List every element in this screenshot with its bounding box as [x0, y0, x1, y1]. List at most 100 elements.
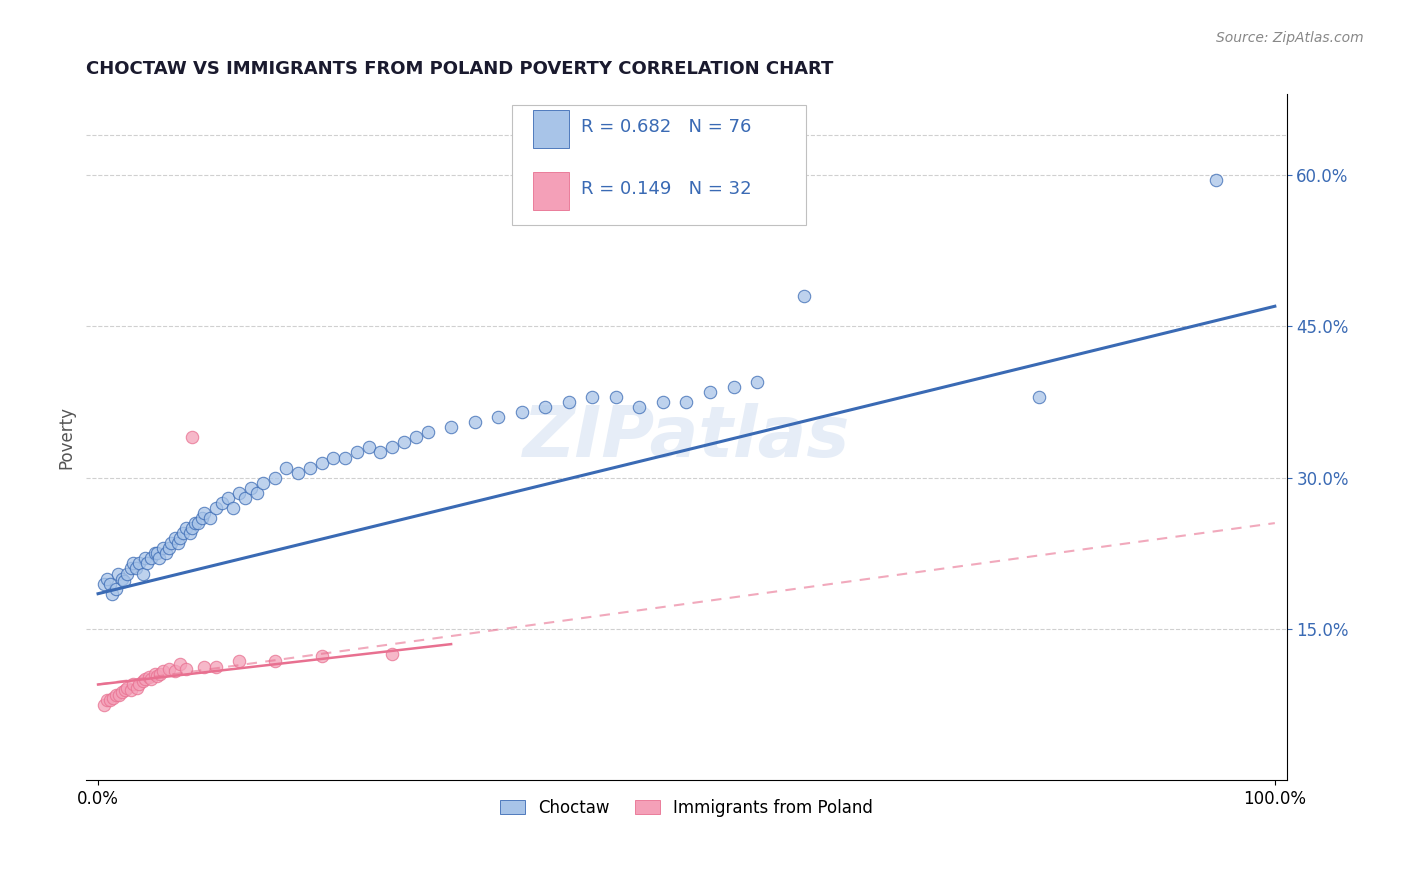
Point	[172, 526, 194, 541]
Point	[138, 670, 160, 684]
Point	[103, 690, 125, 705]
Y-axis label: Poverty: Poverty	[58, 406, 75, 469]
Point	[112, 574, 135, 588]
Point	[163, 531, 186, 545]
Point	[745, 375, 768, 389]
Point	[263, 654, 285, 668]
Point	[534, 400, 557, 414]
Point	[181, 430, 204, 444]
Point	[114, 682, 136, 697]
Point	[134, 673, 156, 687]
Point	[157, 662, 180, 676]
Legend: Choctaw, Immigrants from Poland: Choctaw, Immigrants from Poland	[494, 792, 880, 823]
Point	[287, 466, 309, 480]
Point	[405, 430, 427, 444]
Bar	[533, 172, 569, 210]
Point	[793, 289, 815, 303]
Point	[155, 546, 177, 560]
Point	[134, 551, 156, 566]
Point	[120, 682, 142, 697]
Point	[98, 692, 121, 706]
Point	[263, 471, 285, 485]
Point	[176, 521, 198, 535]
Point	[120, 561, 142, 575]
Point	[93, 576, 115, 591]
Point	[160, 536, 183, 550]
Point	[132, 566, 155, 581]
Point	[108, 688, 131, 702]
Point	[381, 647, 404, 661]
Point	[335, 450, 357, 465]
Point	[163, 665, 186, 679]
Point	[157, 541, 180, 556]
Point	[381, 441, 404, 455]
Point	[204, 660, 226, 674]
Text: R = 0.682   N = 76: R = 0.682 N = 76	[581, 119, 751, 136]
Point	[139, 673, 162, 687]
Point	[440, 420, 463, 434]
Point	[675, 395, 697, 409]
Point	[190, 511, 212, 525]
Point	[228, 486, 250, 500]
Point	[176, 662, 198, 676]
Point	[211, 496, 233, 510]
Point	[183, 516, 205, 530]
Point	[298, 460, 321, 475]
Point	[486, 410, 509, 425]
Point	[222, 500, 245, 515]
Point	[311, 649, 333, 664]
Point	[1205, 173, 1227, 187]
Point	[651, 395, 673, 409]
Point	[181, 521, 204, 535]
Point	[357, 441, 380, 455]
Bar	[533, 111, 569, 148]
Point	[101, 587, 124, 601]
Point	[117, 566, 139, 581]
Point	[311, 456, 333, 470]
Point	[132, 674, 155, 689]
Point	[96, 692, 118, 706]
Point	[370, 445, 392, 459]
Point	[179, 526, 201, 541]
Point	[1028, 390, 1050, 404]
Point	[146, 669, 169, 683]
Point	[169, 657, 191, 672]
Point	[240, 481, 263, 495]
Point	[416, 425, 439, 440]
Point	[276, 460, 298, 475]
Point	[148, 551, 170, 566]
FancyBboxPatch shape	[512, 104, 807, 225]
Point	[392, 435, 415, 450]
Point	[128, 557, 150, 571]
Point	[204, 500, 226, 515]
Point	[149, 667, 172, 681]
Text: ZIPatlas: ZIPatlas	[523, 403, 851, 472]
Point	[169, 531, 191, 545]
Point	[122, 557, 145, 571]
Point	[252, 475, 274, 490]
Point	[122, 677, 145, 691]
Point	[193, 660, 215, 674]
Point	[198, 511, 221, 525]
Point	[558, 395, 581, 409]
Point	[93, 698, 115, 712]
Point	[128, 677, 150, 691]
Point	[152, 665, 174, 679]
Point	[152, 541, 174, 556]
Point	[228, 654, 250, 668]
Point	[98, 576, 121, 591]
Point	[139, 551, 162, 566]
Text: CHOCTAW VS IMMIGRANTS FROM POLAND POVERTY CORRELATION CHART: CHOCTAW VS IMMIGRANTS FROM POLAND POVERT…	[86, 60, 834, 78]
Point	[125, 681, 148, 695]
Point	[464, 415, 486, 429]
Point	[346, 445, 368, 459]
Point	[136, 557, 159, 571]
Text: Source: ZipAtlas.com: Source: ZipAtlas.com	[1216, 31, 1364, 45]
Point	[187, 516, 209, 530]
Point	[104, 582, 127, 596]
Point	[125, 561, 148, 575]
Point	[723, 380, 745, 394]
Point	[581, 390, 603, 404]
Point	[193, 506, 215, 520]
Point	[605, 390, 627, 404]
